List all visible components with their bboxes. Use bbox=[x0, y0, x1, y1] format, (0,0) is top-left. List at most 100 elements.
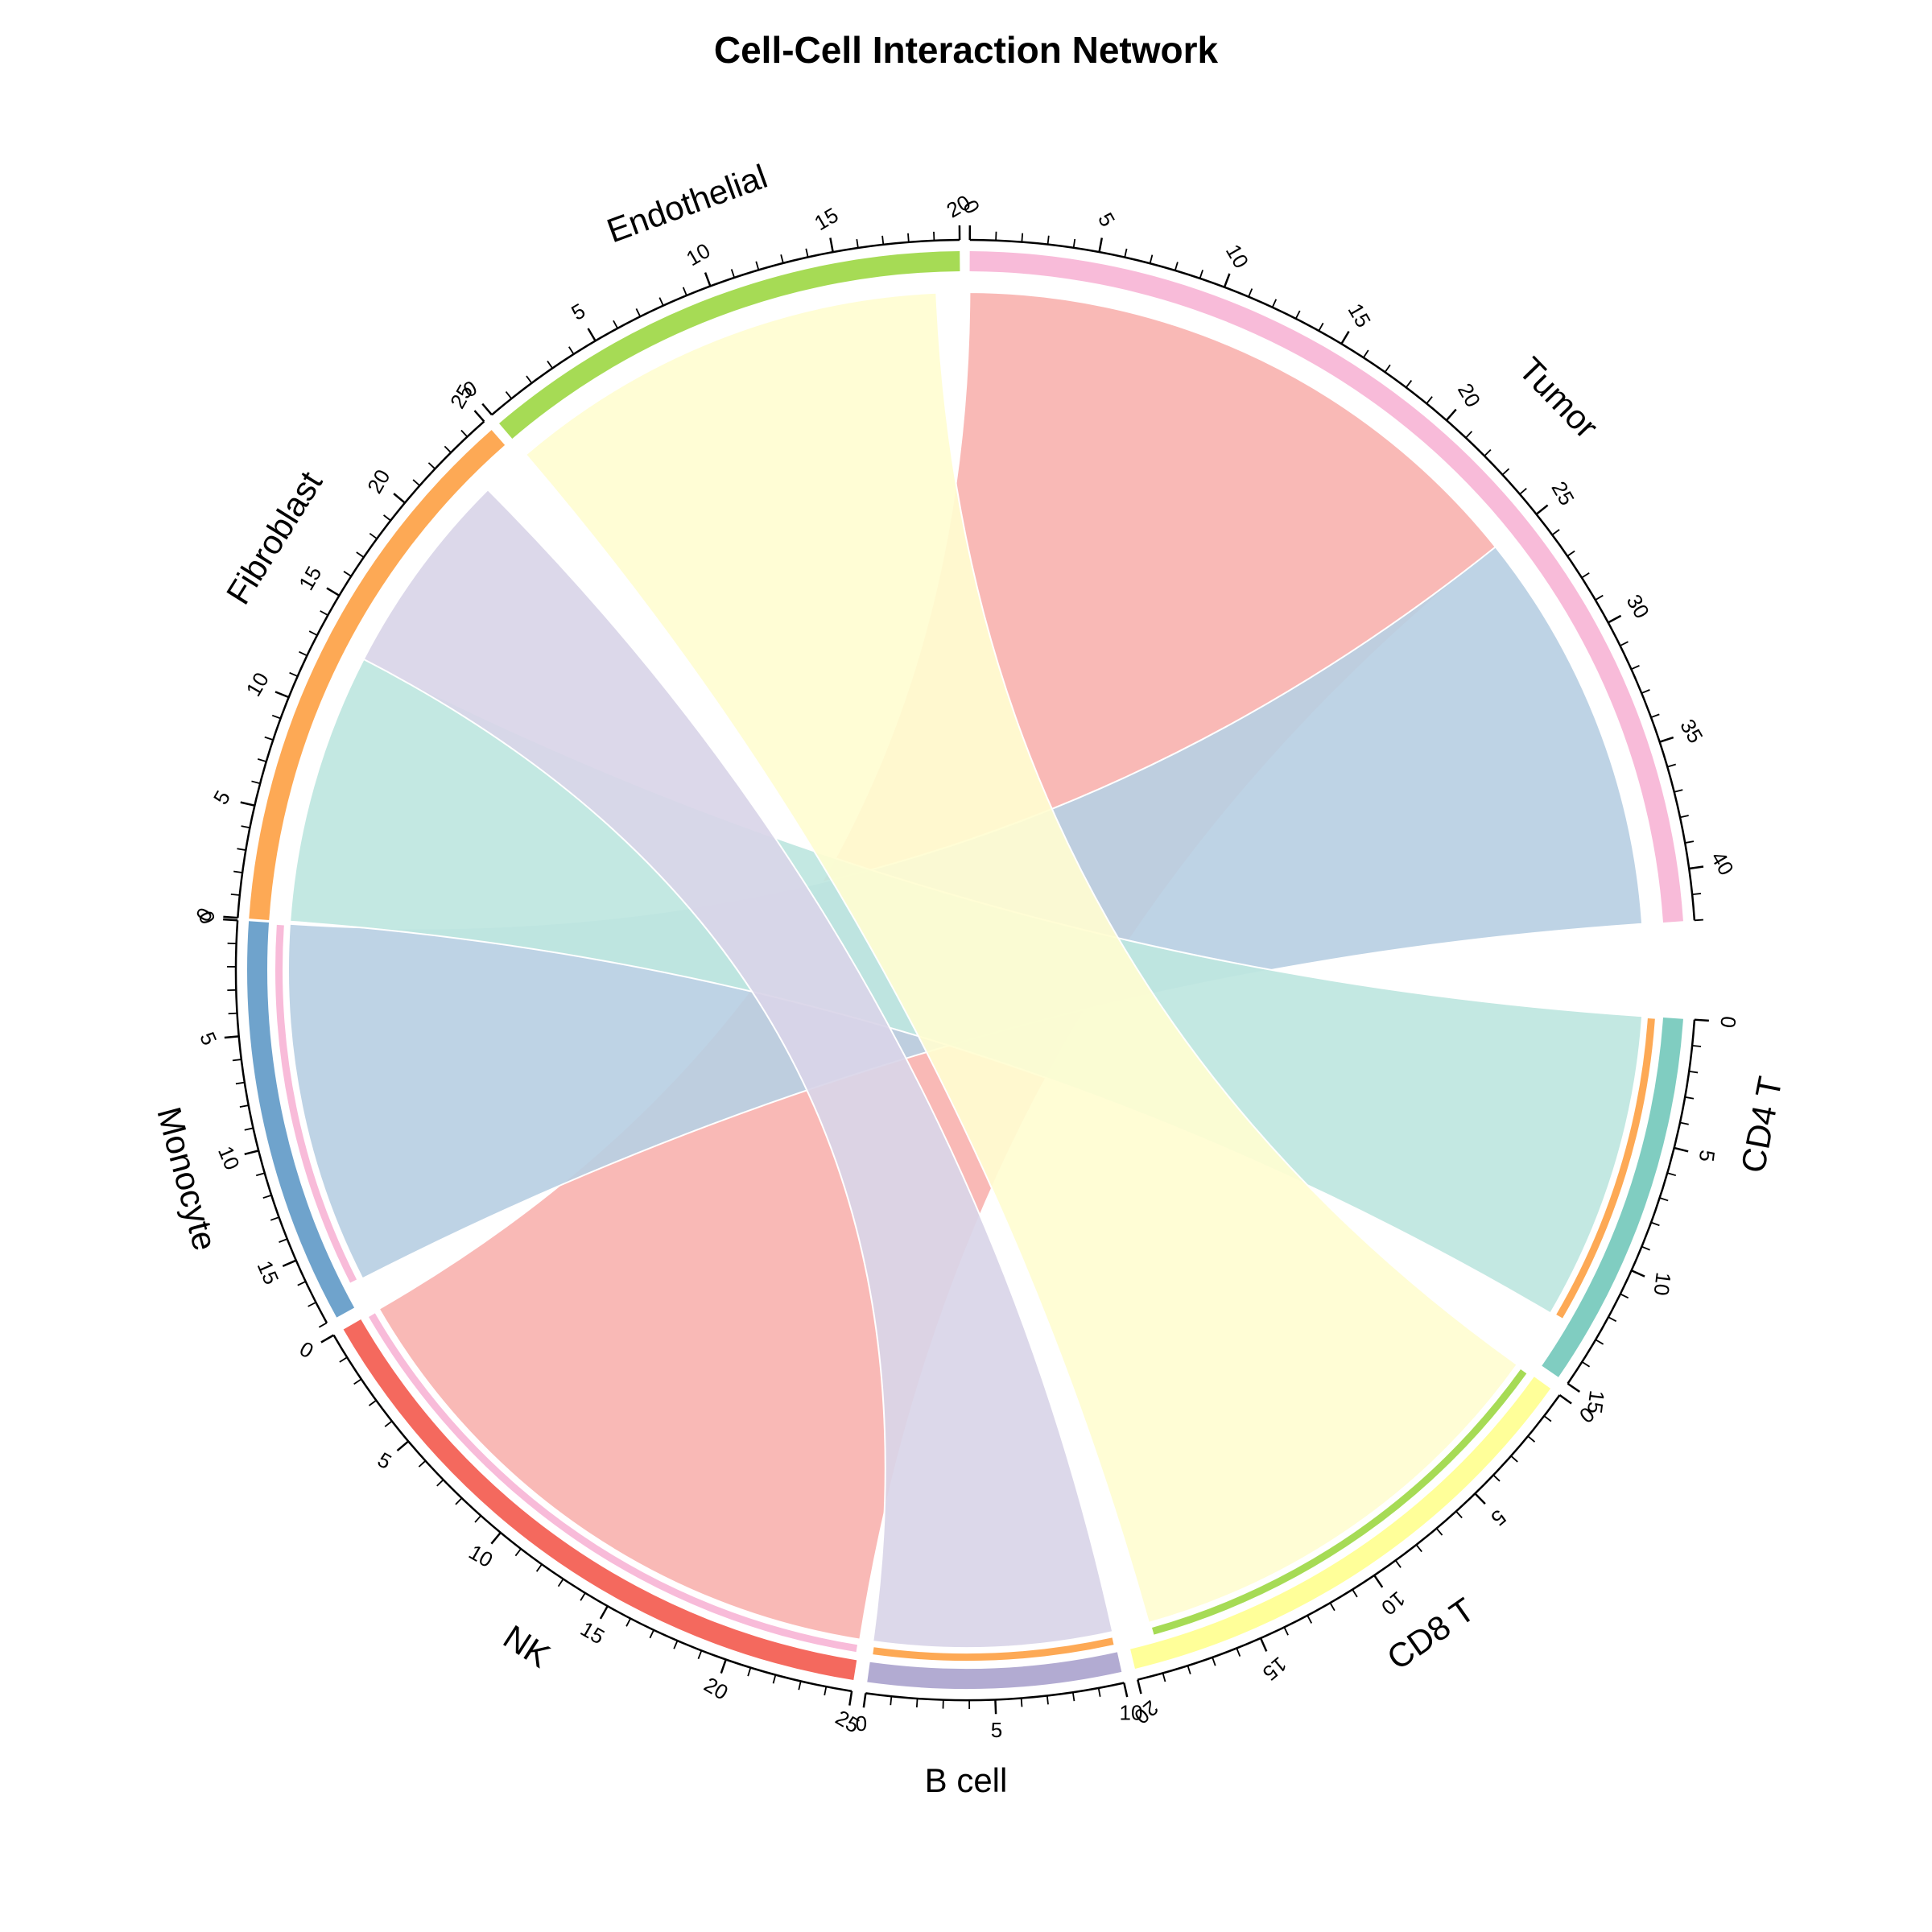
axis-tick bbox=[1484, 448, 1492, 457]
axis-tick bbox=[235, 1081, 245, 1085]
axis-tick bbox=[223, 918, 238, 922]
axis-tick bbox=[244, 1150, 259, 1156]
axis-tick bbox=[444, 445, 452, 453]
axis-tick bbox=[383, 514, 391, 522]
axis-tick bbox=[1455, 1510, 1463, 1519]
axis-tick bbox=[1415, 1544, 1422, 1553]
axis-tick bbox=[1283, 1626, 1289, 1636]
sector-label-b-cell: B cell bbox=[925, 1761, 1008, 1799]
axis-tick bbox=[1510, 1455, 1518, 1463]
axis-tick bbox=[228, 1012, 237, 1015]
axis-tick bbox=[1492, 1474, 1501, 1482]
axis-tick bbox=[1294, 310, 1301, 320]
axis-tick bbox=[1674, 789, 1683, 793]
sector-track-b-cell bbox=[867, 1652, 1122, 1690]
axis-tick bbox=[547, 360, 554, 369]
axis-tick bbox=[353, 1378, 362, 1385]
axis-tick bbox=[241, 825, 250, 829]
axis-tick bbox=[1352, 1589, 1358, 1598]
axis-tick bbox=[730, 269, 736, 279]
chart-title: Cell-Cell Interaction Network bbox=[714, 29, 1219, 71]
axis-tick bbox=[915, 1698, 919, 1708]
axis-tick bbox=[1689, 1071, 1699, 1074]
tick-label: 5 bbox=[1093, 208, 1120, 231]
axis-tick bbox=[682, 287, 687, 296]
axis-tick bbox=[1679, 815, 1689, 819]
axis-tick bbox=[1659, 1197, 1669, 1202]
axis-arc bbox=[1567, 1019, 1696, 1385]
axis-tick bbox=[1684, 840, 1695, 844]
axis-tick bbox=[848, 1690, 853, 1706]
axis-tick bbox=[1435, 1527, 1443, 1536]
axis-tick bbox=[356, 551, 365, 558]
axis-tick bbox=[279, 1238, 288, 1243]
axis-tick bbox=[635, 308, 642, 317]
axis-tick bbox=[1581, 572, 1590, 579]
axis-tick bbox=[224, 1035, 239, 1039]
axis-tick bbox=[320, 1334, 335, 1344]
axis-tick bbox=[255, 1172, 266, 1177]
axis-tick bbox=[251, 780, 261, 785]
link-fibroblast-b-cell bbox=[362, 488, 1114, 1649]
axis-arc bbox=[234, 920, 328, 1323]
axis-tick bbox=[625, 1618, 631, 1627]
axis-tick bbox=[1071, 1692, 1075, 1702]
sector-label-cd4-t: CD4 T bbox=[1734, 1073, 1790, 1175]
axis-tick bbox=[275, 691, 290, 699]
axis-tick bbox=[1666, 763, 1676, 768]
sector-label-monocyte: Monocyte bbox=[150, 1103, 225, 1254]
axis-tick bbox=[1620, 641, 1629, 646]
axis-tick bbox=[505, 391, 513, 399]
axis-tick bbox=[233, 870, 243, 873]
axis-tick bbox=[704, 272, 712, 287]
axis-arc bbox=[969, 238, 1696, 921]
tick-label: 35 bbox=[1675, 715, 1707, 747]
axis-tick bbox=[1679, 1121, 1689, 1125]
tick-label: 15 bbox=[294, 562, 326, 594]
axis-tick bbox=[270, 1216, 279, 1221]
axis-tick bbox=[1551, 529, 1560, 536]
axis-tick bbox=[297, 1281, 307, 1286]
axis-tick bbox=[1340, 331, 1350, 345]
axis-tick bbox=[427, 462, 436, 470]
axis-tick bbox=[824, 1686, 828, 1696]
axis-tick bbox=[244, 1127, 254, 1131]
axis-tick bbox=[1667, 1172, 1677, 1177]
sector-track-endothelial bbox=[499, 251, 960, 439]
axis-tick bbox=[1329, 1602, 1335, 1612]
axis-tick bbox=[1046, 235, 1050, 245]
axis-tick bbox=[526, 375, 533, 384]
axis-tick bbox=[1527, 1435, 1536, 1443]
axis-tick bbox=[1098, 237, 1104, 253]
axis-tick bbox=[805, 248, 809, 258]
axis-tick bbox=[237, 848, 246, 851]
axis-tick bbox=[1046, 1695, 1049, 1705]
axis-tick bbox=[856, 238, 859, 249]
axis-tick bbox=[557, 1579, 564, 1587]
link-band-cd4-t-from-fibroblast bbox=[1556, 1018, 1655, 1319]
axis-tick bbox=[481, 402, 493, 416]
tick-label: 10 bbox=[242, 668, 274, 700]
axis-tick bbox=[780, 254, 784, 264]
axis-tick bbox=[1072, 238, 1076, 249]
axis-tick bbox=[1567, 1382, 1581, 1393]
axis-tick bbox=[798, 1681, 802, 1690]
axis-tick bbox=[1543, 1415, 1552, 1422]
axis-tick bbox=[1236, 1648, 1241, 1657]
axis-tick bbox=[1474, 1492, 1486, 1505]
tick-label: 20 bbox=[362, 465, 394, 497]
axis-tick bbox=[271, 714, 281, 720]
tick-label: 10 bbox=[682, 238, 714, 270]
axis-tick bbox=[1465, 431, 1473, 439]
axis-tick bbox=[829, 237, 834, 253]
axis-tick bbox=[1631, 1269, 1645, 1278]
tick-label: 5 bbox=[374, 1447, 396, 1474]
axis-tick bbox=[649, 1629, 654, 1639]
axis-tick bbox=[747, 1667, 752, 1677]
axis-tick bbox=[1187, 1665, 1191, 1674]
tick-label: 5 bbox=[1695, 1149, 1720, 1163]
axis-tick bbox=[1307, 1615, 1313, 1624]
tick-label: 5 bbox=[991, 1718, 1002, 1742]
tick-label: 15 bbox=[810, 203, 842, 235]
